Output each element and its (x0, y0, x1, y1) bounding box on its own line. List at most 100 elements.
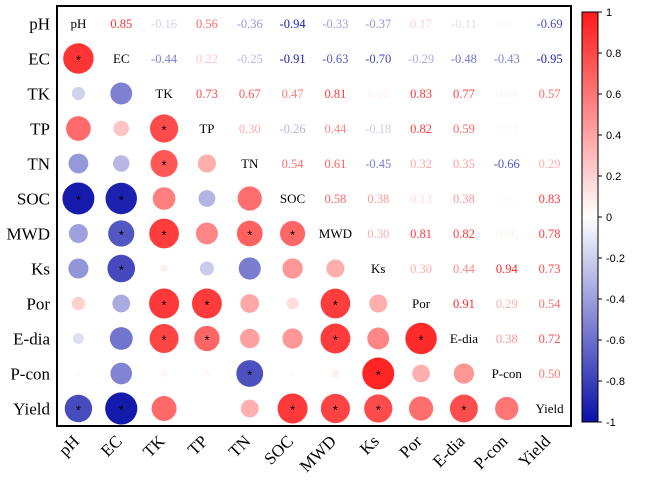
coef-Ks-Yield: 0.73 (539, 262, 561, 276)
significance-star: * (162, 333, 167, 348)
circle-Ks-pH (68, 258, 89, 279)
row-label-MWD: MWD (7, 225, 50, 244)
coef-TN-MWD: 0.61 (324, 157, 346, 171)
significance-star: * (290, 228, 295, 243)
circle-P-con-Por (412, 364, 430, 383)
coef-TP-MWD: 0.44 (324, 122, 347, 136)
diagonal-label-TN: TN (241, 156, 259, 171)
diagonal-label-MWD: MWD (319, 226, 352, 241)
circle-TP-TK (149, 114, 179, 143)
row-label-Por: Por (26, 295, 50, 314)
coef-EC-P-con: -0.43 (494, 52, 520, 66)
circle-P-con-MWD (331, 369, 340, 378)
coef-pH-Yield: -0.69 (537, 17, 563, 31)
coef-TK-MWD: 0.81 (324, 87, 346, 101)
circle-Yield-EC (105, 392, 138, 425)
coef-TN-E-dia: 0.35 (453, 157, 475, 171)
circle-Ks-TP (199, 261, 214, 276)
coef-TK-E-dia: 0.77 (453, 87, 475, 101)
circle-Yield-SOC (277, 393, 308, 424)
significance-star: * (333, 298, 338, 313)
colorbar-tick-label: -1 (606, 417, 616, 429)
circle-SOC-EC (105, 182, 137, 215)
coef-SOC-MWD: 0.58 (324, 192, 346, 206)
significance-star: * (204, 333, 209, 348)
column-label-SOC: SOC (260, 432, 297, 469)
circle-MWD-EC (108, 220, 135, 247)
column-label-E-dia: E-dia (429, 431, 469, 471)
coef-pH-TP: 0.56 (196, 17, 218, 31)
coef-MWD-Por: 0.81 (410, 227, 432, 241)
coef-TN-Yield: 0.29 (539, 157, 561, 171)
diagonal-label-Por: Por (412, 296, 431, 311)
diagonal-label-EC: EC (113, 51, 130, 66)
circle-MWD-pH (68, 224, 88, 243)
significance-star: * (419, 333, 424, 348)
circle-MWD-SOC (280, 220, 306, 247)
row-label-Yield: Yield (13, 400, 50, 419)
circle-Ks-EC (107, 254, 136, 283)
coef-SOC-Yield: 0.83 (539, 192, 561, 206)
circle-P-con-TN (236, 360, 264, 387)
diagonal-label-SOC: SOC (280, 191, 305, 206)
coef-TP-P-con: 0.03 (496, 122, 518, 136)
circle-P-con-TK (160, 370, 168, 377)
coef-pH-Ks: -0.37 (365, 17, 391, 31)
coef-TP-Por: 0.82 (410, 122, 432, 136)
coef-EC-SOC: -0.91 (280, 52, 306, 66)
row-label-P-con: P-con (10, 365, 50, 384)
diagonal-label-Yield: Yield (535, 401, 564, 416)
coef-TK-Yield: 0.57 (539, 87, 561, 101)
significance-star: * (376, 368, 381, 383)
coef-Ks-E-dia: 0.44 (453, 262, 476, 276)
significance-star: * (162, 123, 167, 138)
row-label-TN: TN (27, 155, 50, 174)
coef-TP-E-dia: 0.59 (453, 122, 475, 136)
row-label-E-dia: E-dia (13, 330, 50, 349)
coef-pH-P-con: 0.02 (496, 17, 518, 31)
column-label-TK: TK (139, 431, 169, 461)
circle-E-dia-Ks (367, 327, 390, 350)
circle-TN-pH (68, 153, 89, 174)
coef-TN-Por: 0.32 (410, 157, 432, 171)
coef-TK-Por: 0.83 (410, 87, 432, 101)
significance-star: * (333, 333, 338, 348)
circle-Ks-TN (238, 257, 261, 280)
matrix-cells: 0.85 -0.16 0.56 -0.36 -0.94 -0.33 -0.37 0.17 -0.… (62, 16, 564, 425)
circle-SOC-TK (152, 187, 176, 210)
circle-P-con-pH (76, 371, 81, 376)
circle-E-dia-TK (149, 324, 179, 353)
coef-E-dia-Yield: 0.72 (539, 332, 561, 346)
coef-EC-Yield: -0.95 (537, 52, 563, 66)
coef-TP-TN: 0.30 (239, 122, 261, 136)
circle-Por-MWD (320, 288, 351, 319)
circle-Yield-TP (204, 406, 209, 411)
circle-E-dia-SOC (282, 328, 303, 349)
coef-pH-SOC: -0.94 (280, 17, 307, 31)
coef-TP-Ks: -0.18 (365, 122, 391, 136)
row-label-SOC: SOC (17, 190, 50, 209)
colorbar-tick-label: 1 (606, 7, 612, 19)
coef-EC-TK: -0.44 (151, 52, 178, 66)
circle-Yield-MWD (320, 393, 350, 424)
circle-TK-pH (71, 86, 86, 101)
colorbar-tick-label: 0.6 (606, 89, 621, 101)
coef-pH-E-dia: -0.11 (451, 17, 477, 31)
circle-Por-TK (149, 288, 180, 319)
row-label-pH: pH (29, 15, 50, 34)
significance-star: * (247, 368, 252, 383)
coef-EC-TN: -0.25 (237, 52, 263, 66)
circle-Yield-pH (64, 394, 93, 423)
circle-P-con-E-dia (453, 363, 475, 384)
coef-TK-SOC: 0.47 (282, 87, 304, 101)
coef-pH-Por: 0.17 (410, 17, 432, 31)
circle-E-dia-pH (72, 333, 84, 344)
coef-TK-TP: 0.73 (196, 87, 218, 101)
row-label-EC: EC (28, 50, 50, 69)
circle-TN-TK (150, 149, 178, 178)
coef-P-con-Yield: 0.50 (539, 367, 561, 381)
circle-TP-EC (113, 120, 129, 137)
column-label-P-con: P-con (470, 431, 512, 473)
coef-SOC-Por: 0.13 (410, 192, 432, 206)
